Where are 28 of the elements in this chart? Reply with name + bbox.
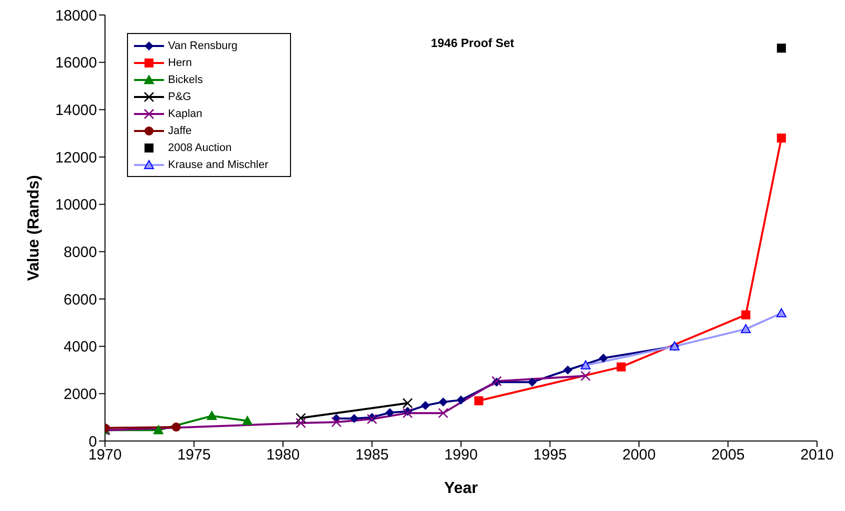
x-axis-title: Year — [444, 480, 478, 497]
legend-label: Kaplan — [168, 108, 202, 120]
text: 1946 Proof Set — [430, 36, 514, 50]
y-tick-label: 14000 — [55, 102, 97, 119]
y-tick-label: 12000 — [55, 149, 97, 166]
legend-label: P&G — [168, 90, 192, 102]
x-tick-label: 1980 — [266, 446, 300, 464]
y-tick-label: 4000 — [64, 338, 97, 356]
legend-label: Bickels — [168, 74, 203, 86]
legend-label: 2008 Auction — [168, 142, 232, 154]
legend-label: Van Rensburg — [168, 40, 238, 52]
y-tick-label: 18000 — [55, 7, 97, 24]
legend-label: Krause and Mischler — [168, 158, 268, 170]
y-axis-title: Value (Rands) — [26, 175, 43, 281]
legend-label: Hern — [168, 56, 192, 68]
y-tick-label: 6000 — [64, 291, 97, 308]
x-tick-label: 1990 — [444, 446, 478, 464]
x-tick-label: 2005 — [711, 446, 745, 464]
x-tick-label: 2000 — [622, 446, 656, 464]
y-tick-label: 10000 — [55, 196, 97, 214]
x-tick-label: 1975 — [177, 446, 211, 464]
y-tick-label: 8000 — [64, 244, 97, 261]
legend-label: Jaffe — [168, 124, 192, 136]
y-tick-label: 16000 — [55, 54, 97, 72]
x-tick-label: 1995 — [533, 446, 567, 464]
y-tick-label: 2000 — [64, 386, 97, 403]
x-tick-label: 2010 — [800, 446, 834, 464]
x-tick-label: 1985 — [355, 446, 389, 464]
